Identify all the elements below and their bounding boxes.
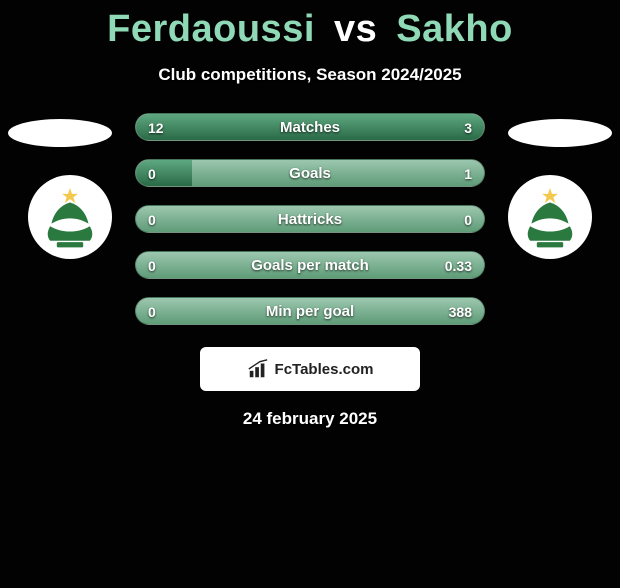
brand-text: FcTables.com: [275, 361, 374, 378]
stat-bar: 123Matches: [135, 113, 485, 141]
player2-name: Sakho: [396, 8, 513, 50]
stat-bar: 00.33Goals per match: [135, 251, 485, 279]
club-crest-icon: [517, 184, 583, 250]
stat-label: Goals: [136, 160, 484, 187]
stat-label: Min per goal: [136, 298, 484, 325]
player1-name: Ferdaoussi: [107, 8, 315, 50]
stats-bars: 123Matches 01Goals 00Hattricks 00.33Goals p…: [135, 113, 485, 325]
player1-club-badge: [28, 175, 112, 259]
vs-separator: vs: [334, 8, 377, 50]
competition-subtitle: Club competitions, Season 2024/2025: [0, 65, 620, 85]
chart-icon: [247, 358, 269, 380]
stat-label: Hattricks: [136, 206, 484, 233]
club-crest-icon: [37, 184, 103, 250]
comparison-title: Ferdaoussi vs Sakho: [0, 8, 620, 51]
player2-club-badge: [508, 175, 592, 259]
player2-shadow: [508, 119, 612, 147]
content-area: 123Matches 01Goals 00Hattricks 00.33Goals p…: [0, 113, 620, 429]
player1-shadow: [8, 119, 112, 147]
stat-label: Goals per match: [136, 252, 484, 279]
brand-footer: FcTables.com: [200, 347, 420, 391]
stat-bar: 01Goals: [135, 159, 485, 187]
stat-bar: 0388Min per goal: [135, 297, 485, 325]
stat-bar: 00Hattricks: [135, 205, 485, 233]
stat-label: Matches: [136, 114, 484, 141]
snapshot-date: 24 february 2025: [0, 409, 620, 429]
